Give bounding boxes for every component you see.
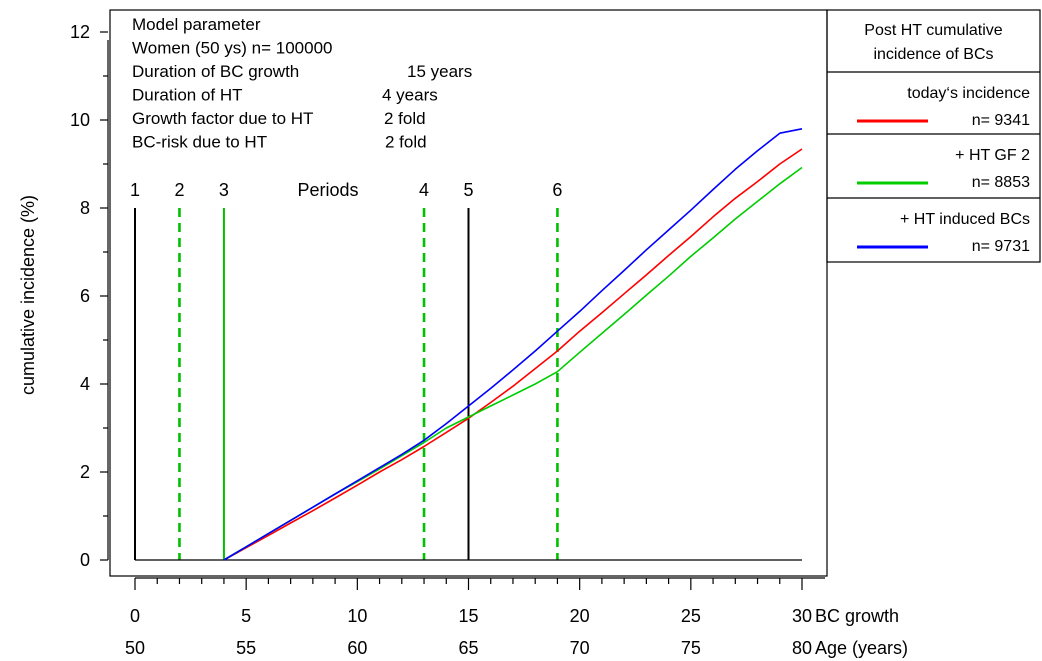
parameter-label: Women (50 ys) n= 100000: [132, 39, 333, 58]
x-tick-label-age: 75: [681, 638, 701, 658]
period-labels: 1 2 3 4 5 6 Periods: [130, 180, 562, 200]
x-tick-label-growth: 25: [681, 606, 701, 626]
parameter-label: Model parameter: [132, 15, 261, 34]
period-label-5: 5: [463, 180, 473, 200]
y-tick-label: 12: [70, 22, 90, 42]
x-tick-label-age: 80: [792, 638, 812, 658]
x-tick-label-age: 60: [347, 638, 367, 658]
parameter-value: 2 fold: [385, 133, 427, 152]
y-tick-label: 6: [80, 286, 90, 306]
y-tick-label: 2: [80, 462, 90, 482]
x-tick-label-age: 50: [125, 638, 145, 658]
parameter-value: 15 years: [407, 62, 472, 81]
series-layer: [223, 128, 803, 561]
y-tick-label: 0: [80, 550, 90, 570]
period-lines: [134, 208, 559, 560]
legend-entry-label: today‘s incidence: [907, 85, 1030, 102]
series-line-1: [223, 148, 803, 561]
legend-title-line2: incidence of BCs: [873, 46, 993, 63]
periods-label: Periods: [297, 180, 358, 200]
x-tick-label-age: 70: [570, 638, 590, 658]
x-tick-label-age: 55: [236, 638, 256, 658]
x-tick-label-growth: 10: [347, 606, 367, 626]
y-tick-label: 10: [70, 110, 90, 130]
legend-entry-count: n= 9341: [972, 112, 1030, 129]
parameter-label: Duration of HT: [132, 86, 243, 105]
parameter-block: Model parameter Women (50 ys) n= 100000 Du…: [132, 15, 472, 152]
legend-title-line1: Post HT cumulative: [864, 22, 1003, 39]
series-line-2: [223, 166, 803, 561]
legend-frame: [826, 9, 1041, 263]
parameter-value: 4 years: [382, 86, 438, 105]
parameter-label: BC-risk due to HT: [132, 133, 267, 152]
x-axis-title-growth: BC growth: [815, 606, 899, 626]
plot-frame: [109, 9, 828, 577]
parameter-value: 2 fold: [384, 109, 426, 128]
x-tick-label-growth: 15: [458, 606, 478, 626]
y-tick-label: 4: [80, 374, 90, 394]
period-label-4: 4: [419, 180, 429, 200]
x-axis-title-age: Age (years): [815, 638, 908, 658]
y-axis-label: cumulative incidence (%): [18, 195, 38, 395]
x-tick-label-growth: 5: [241, 606, 251, 626]
x-tick-label-age: 65: [458, 638, 478, 658]
parameter-label: Duration of BC growth: [132, 62, 299, 81]
legend: Post HT cumulative incidence of BCs today‘…: [826, 9, 1041, 263]
x-tick-label-growth: 20: [570, 606, 590, 626]
legend-entry-label: + HT GF 2: [955, 147, 1030, 164]
x-tick-label-growth: 0: [130, 606, 140, 626]
series-line-3: [223, 128, 803, 561]
legend-entry-label: + HT induced BCs: [900, 211, 1030, 228]
parameter-label: Growth factor due to HT: [132, 109, 313, 128]
period-label-6: 6: [552, 180, 562, 200]
x-tick-label-growth: 30: [792, 606, 812, 626]
period-label-2: 2: [174, 180, 184, 200]
y-axis: 0 2 4 6 8 10 12: [70, 22, 109, 570]
legend-entry-count: n= 8853: [972, 174, 1030, 191]
legend-entry-count: n= 9731: [972, 238, 1030, 255]
period-label-3: 3: [219, 180, 229, 200]
period-label-1: 1: [130, 180, 140, 200]
y-tick-label: 8: [80, 198, 90, 218]
